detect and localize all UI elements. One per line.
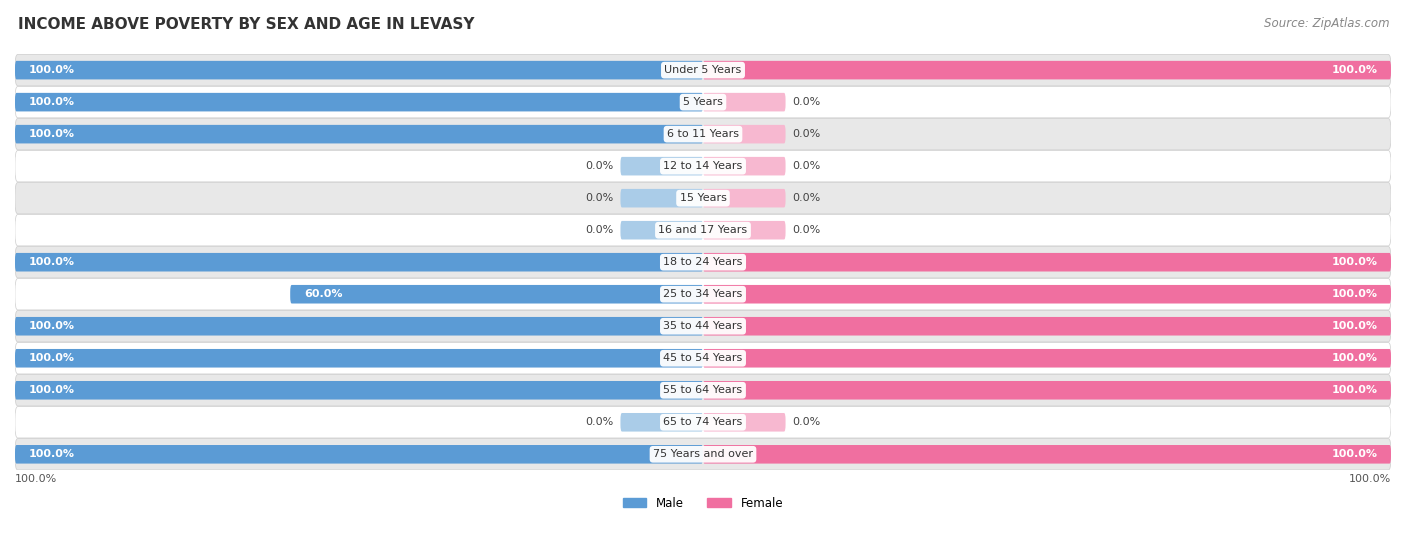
FancyBboxPatch shape <box>15 278 1391 310</box>
FancyBboxPatch shape <box>15 93 703 111</box>
Text: 0.0%: 0.0% <box>585 193 613 203</box>
Text: INCOME ABOVE POVERTY BY SEX AND AGE IN LEVASY: INCOME ABOVE POVERTY BY SEX AND AGE IN L… <box>18 17 475 32</box>
FancyBboxPatch shape <box>15 54 1391 86</box>
FancyBboxPatch shape <box>15 215 1391 246</box>
FancyBboxPatch shape <box>15 150 1391 182</box>
FancyBboxPatch shape <box>703 445 1391 463</box>
Text: 0.0%: 0.0% <box>585 417 613 427</box>
FancyBboxPatch shape <box>703 285 1391 304</box>
Text: 100.0%: 100.0% <box>28 385 75 395</box>
FancyBboxPatch shape <box>620 413 703 432</box>
Text: 100.0%: 100.0% <box>28 257 75 267</box>
FancyBboxPatch shape <box>620 189 703 207</box>
FancyBboxPatch shape <box>703 381 1391 400</box>
FancyBboxPatch shape <box>15 125 703 144</box>
FancyBboxPatch shape <box>15 317 703 335</box>
Text: 0.0%: 0.0% <box>585 225 613 235</box>
Text: 75 Years and over: 75 Years and over <box>652 449 754 459</box>
Text: 100.0%: 100.0% <box>1331 449 1378 459</box>
Text: 100.0%: 100.0% <box>1331 385 1378 395</box>
FancyBboxPatch shape <box>15 343 1391 374</box>
FancyBboxPatch shape <box>15 311 1391 342</box>
FancyBboxPatch shape <box>703 157 786 176</box>
FancyBboxPatch shape <box>15 61 703 79</box>
Text: 6 to 11 Years: 6 to 11 Years <box>666 129 740 139</box>
FancyBboxPatch shape <box>15 375 1391 406</box>
FancyBboxPatch shape <box>15 349 703 367</box>
FancyBboxPatch shape <box>703 221 786 239</box>
FancyBboxPatch shape <box>15 119 1391 150</box>
Text: 25 to 34 Years: 25 to 34 Years <box>664 289 742 299</box>
FancyBboxPatch shape <box>15 381 703 400</box>
Text: 100.0%: 100.0% <box>28 353 75 363</box>
Text: 15 Years: 15 Years <box>679 193 727 203</box>
FancyBboxPatch shape <box>703 413 786 432</box>
Text: 65 to 74 Years: 65 to 74 Years <box>664 417 742 427</box>
Text: 5 Years: 5 Years <box>683 97 723 107</box>
FancyBboxPatch shape <box>703 349 1391 367</box>
Text: 100.0%: 100.0% <box>15 473 58 484</box>
FancyBboxPatch shape <box>703 317 1391 335</box>
Text: 0.0%: 0.0% <box>585 161 613 171</box>
Text: 100.0%: 100.0% <box>1331 321 1378 331</box>
FancyBboxPatch shape <box>15 87 1391 118</box>
FancyBboxPatch shape <box>620 221 703 239</box>
Text: 100.0%: 100.0% <box>1348 473 1391 484</box>
FancyBboxPatch shape <box>620 157 703 176</box>
FancyBboxPatch shape <box>15 439 1391 470</box>
Text: 100.0%: 100.0% <box>1331 289 1378 299</box>
FancyBboxPatch shape <box>15 445 703 463</box>
Text: 100.0%: 100.0% <box>28 321 75 331</box>
Text: 100.0%: 100.0% <box>1331 257 1378 267</box>
FancyBboxPatch shape <box>703 253 1391 272</box>
Text: 100.0%: 100.0% <box>28 129 75 139</box>
FancyBboxPatch shape <box>703 93 786 111</box>
FancyBboxPatch shape <box>15 182 1391 214</box>
Text: 60.0%: 60.0% <box>304 289 343 299</box>
FancyBboxPatch shape <box>290 285 703 304</box>
Text: 100.0%: 100.0% <box>28 97 75 107</box>
Text: 45 to 54 Years: 45 to 54 Years <box>664 353 742 363</box>
Text: 18 to 24 Years: 18 to 24 Years <box>664 257 742 267</box>
FancyBboxPatch shape <box>15 406 1391 438</box>
Text: 35 to 44 Years: 35 to 44 Years <box>664 321 742 331</box>
Text: 100.0%: 100.0% <box>28 449 75 459</box>
Text: 0.0%: 0.0% <box>793 225 821 235</box>
FancyBboxPatch shape <box>703 125 786 144</box>
FancyBboxPatch shape <box>15 253 703 272</box>
Text: 0.0%: 0.0% <box>793 97 821 107</box>
Text: 55 to 64 Years: 55 to 64 Years <box>664 385 742 395</box>
Text: 100.0%: 100.0% <box>1331 65 1378 75</box>
FancyBboxPatch shape <box>15 247 1391 278</box>
FancyBboxPatch shape <box>703 61 1391 79</box>
Text: 0.0%: 0.0% <box>793 193 821 203</box>
Text: 0.0%: 0.0% <box>793 417 821 427</box>
Text: 16 and 17 Years: 16 and 17 Years <box>658 225 748 235</box>
Text: Under 5 Years: Under 5 Years <box>665 65 741 75</box>
Text: 0.0%: 0.0% <box>793 161 821 171</box>
Text: 100.0%: 100.0% <box>1331 353 1378 363</box>
Legend: Male, Female: Male, Female <box>619 492 787 514</box>
Text: 100.0%: 100.0% <box>28 65 75 75</box>
Text: 12 to 14 Years: 12 to 14 Years <box>664 161 742 171</box>
Text: 0.0%: 0.0% <box>793 129 821 139</box>
Text: Source: ZipAtlas.com: Source: ZipAtlas.com <box>1264 17 1389 30</box>
FancyBboxPatch shape <box>703 189 786 207</box>
